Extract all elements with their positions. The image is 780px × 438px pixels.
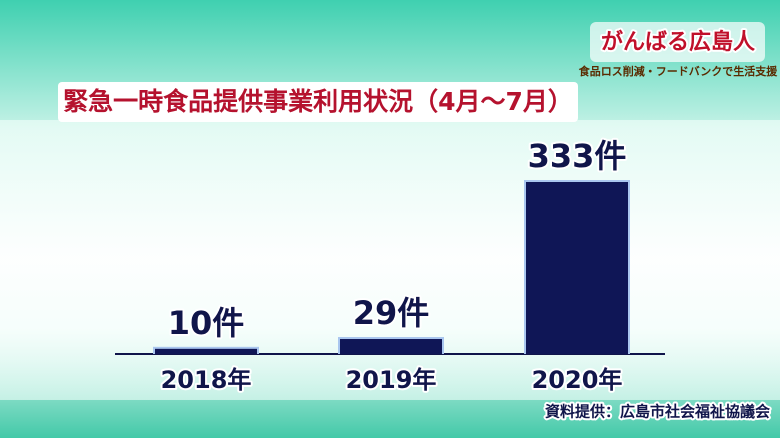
value-label: 333件 [528, 137, 627, 175]
bar [526, 182, 628, 354]
chart-title: 緊急一時食品提供事業利用状況（4月～7月） [63, 87, 573, 116]
plot-panel [0, 120, 780, 400]
bar [340, 339, 442, 354]
x-tick-label: 2019年 [346, 366, 437, 394]
x-tick-label: 2018年 [161, 366, 252, 394]
bar [155, 348, 257, 354]
title-banner [58, 82, 578, 122]
value-label: 29件 [353, 294, 430, 332]
logo-title: がんばる広島人 [601, 29, 755, 55]
logo-box [590, 22, 765, 62]
x-tick-label: 2020年 [532, 366, 623, 394]
logo-subtitle: 食品ロス削減・フードバンクで生活支援 [579, 64, 779, 78]
value-label: 10件 [168, 304, 245, 342]
source: 資料提供：広島市社会福祉協議会 [545, 403, 770, 421]
